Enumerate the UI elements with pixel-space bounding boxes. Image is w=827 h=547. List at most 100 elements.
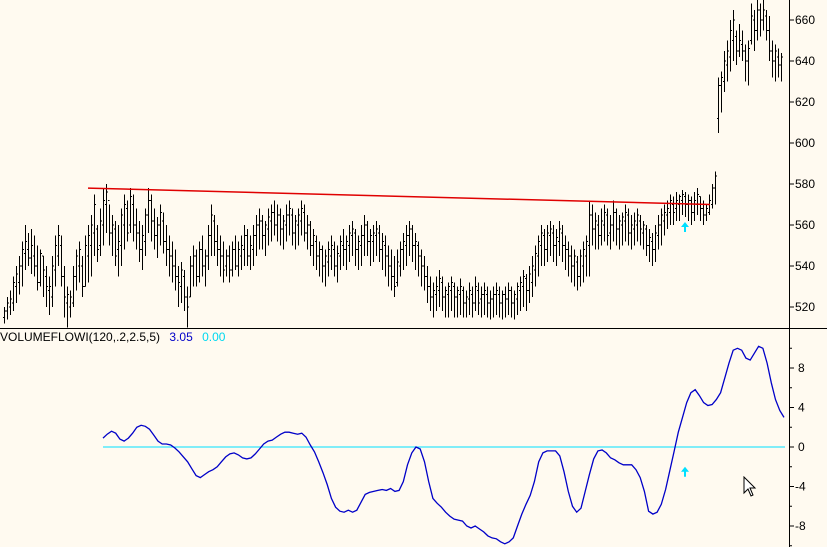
price-bar: [387, 245, 390, 287]
price-bar: [423, 255, 426, 291]
price-bar: [9, 290, 12, 316]
price-bar: [444, 286, 447, 318]
price-bar: [627, 208, 630, 246]
price-bar: [159, 204, 162, 246]
price-bar: [129, 188, 132, 234]
price-bar: [351, 220, 354, 256]
price-bar: [183, 270, 186, 312]
price-bar: [615, 208, 618, 246]
price-bar: [450, 276, 453, 312]
price-bar: [564, 235, 567, 271]
price-bar: [777, 48, 780, 78]
price-bar: [219, 235, 222, 277]
price-bar: [687, 194, 690, 221]
price-bar: [264, 220, 267, 256]
price-bar: [447, 282, 450, 318]
price-bar: [33, 235, 36, 277]
price-bar: [369, 229, 372, 266]
price-bar: [420, 249, 423, 287]
price-bar: [75, 249, 78, 291]
price-bar: [108, 199, 111, 246]
price-bar: [132, 194, 135, 242]
price-bar: [180, 261, 183, 303]
price-bar: [729, 20, 732, 72]
price-bar: [258, 208, 261, 250]
price-bar: [357, 235, 360, 271]
price-bar: [339, 235, 342, 271]
price-tick-label: 520: [795, 300, 815, 314]
price-bar: [318, 241, 321, 277]
indicator-signal-arrow-icon: [681, 466, 689, 477]
price-bar: [765, 9, 768, 41]
price-bar: [609, 214, 612, 250]
price-bar: [186, 286, 189, 328]
price-bar: [513, 290, 516, 320]
price-tick-label: 540: [795, 259, 815, 273]
price-bar: [216, 225, 219, 266]
price-bar: [402, 233, 405, 271]
price-bar: [711, 184, 714, 209]
price-bar: [348, 225, 351, 262]
price-bar: [21, 241, 24, 287]
price-bar: [342, 229, 345, 266]
price-bar: [633, 212, 636, 246]
price-bar: [270, 204, 273, 242]
price-bar: [102, 188, 105, 246]
price-bar: [60, 235, 63, 287]
price-bar: [498, 286, 501, 318]
price-bar: [84, 235, 87, 287]
price-bar: [576, 255, 579, 291]
price-bar: [252, 225, 255, 266]
price-bar: [570, 245, 573, 283]
price-bar: [705, 204, 708, 221]
volume-flow-line: [102, 345, 785, 545]
price-bar: [762, 0, 765, 31]
price-bar: [333, 241, 336, 277]
price-bar: [411, 225, 414, 262]
price-bar: [195, 249, 198, 287]
price-bar: [672, 196, 675, 225]
price-bar: [30, 229, 33, 275]
price-bar: [375, 220, 378, 256]
price-bar: [747, 40, 750, 86]
price-bar: [249, 235, 252, 271]
price-bar: [681, 190, 684, 215]
price-bar: [693, 192, 696, 221]
price-bar: [528, 266, 531, 303]
price-bar: [453, 282, 456, 318]
price-bar: [372, 225, 375, 262]
price-bar: [597, 214, 600, 250]
price-bar: [726, 40, 729, 82]
price-bar: [678, 194, 681, 221]
price-bar: [459, 278, 462, 316]
price-bar: [438, 270, 441, 307]
price-bar: [66, 286, 69, 328]
price-bar: [621, 212, 624, 246]
price-bar: [225, 249, 228, 277]
price-bar: [228, 245, 231, 283]
price-bar: [273, 200, 276, 236]
price-bar: [456, 286, 459, 318]
price-bar: [507, 282, 510, 316]
price-bar: [477, 282, 480, 316]
price-bar: [39, 249, 42, 287]
price-bar: [540, 225, 543, 266]
price-bar: [744, 44, 747, 82]
price-bar: [141, 225, 144, 271]
price-bar: [552, 225, 555, 262]
price-bar: [516, 282, 519, 316]
price-bar: [165, 225, 168, 266]
indicator-legend: VOLUMEFLOWI(120,.2,2.5,5) 3.05 0.00: [0, 330, 231, 344]
price-bar: [573, 249, 576, 287]
price-bar: [72, 266, 75, 307]
price-bar: [27, 233, 30, 266]
price-bar: [315, 235, 318, 271]
price-bar: [267, 208, 270, 246]
price-bar: [435, 276, 438, 312]
price-bar: [582, 241, 585, 283]
price-bar: [144, 208, 147, 256]
mouse-cursor-icon: [743, 476, 757, 497]
indicator-tick-label: 4: [798, 401, 805, 415]
indicator-value: 3.05: [169, 330, 193, 344]
